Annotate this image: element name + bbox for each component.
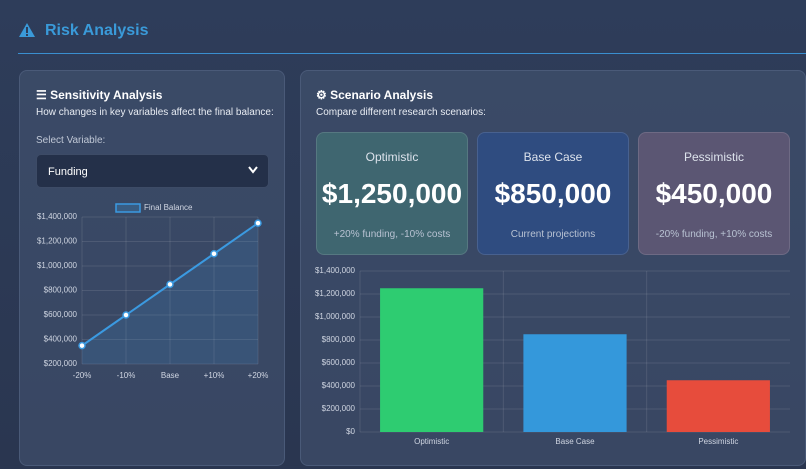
card-note: -20% funding, +10% costs	[655, 229, 773, 240]
bar	[380, 288, 484, 432]
select-label: Select Variable:	[36, 135, 106, 146]
y-tick-label: $1,000,000	[315, 312, 356, 321]
scenario-card: Optimistic $1,250,000 +20% funding, -10% c…	[316, 132, 468, 255]
y-tick-label: $1,400,000	[37, 212, 78, 221]
sensitivity-chart: $200,000 $400,000 $600,000 $800,000 $1,000,0…	[37, 203, 269, 380]
y-tick-label: $1,400,000	[315, 266, 356, 275]
x-tick-label: Base Case	[555, 437, 595, 446]
point	[78, 341, 86, 350]
x-tick-label: Base	[161, 371, 180, 380]
y-tick-label: $200,000	[44, 359, 78, 368]
y-tick-label: $600,000	[322, 358, 356, 367]
warning-icon	[19, 23, 35, 37]
point	[210, 250, 218, 258]
card-title: Pessimistic	[683, 150, 744, 164]
card-title: Optimistic	[365, 150, 419, 164]
point	[166, 280, 174, 289]
point	[254, 219, 262, 227]
card-note: +20% funding, -10% costs	[333, 229, 451, 240]
card-value: $850,000	[494, 178, 612, 209]
y-tick-label: $400,000	[322, 381, 356, 390]
panel-subtitle: How changes in key variables affect the …	[36, 107, 274, 118]
card-value: $1,250,000	[321, 178, 463, 209]
bar	[666, 380, 770, 432]
y-tick-label: $600,000	[44, 310, 78, 319]
y-tick-label: $200,000	[322, 404, 356, 413]
panel-title: ☰ Sensitivity Analysis	[36, 88, 163, 102]
card-title: Base Case	[523, 150, 583, 164]
legend-swatch	[115, 203, 141, 213]
sensitivity-panel	[19, 70, 285, 466]
card-value: $450,000	[655, 178, 773, 209]
card-note: Current projections	[510, 229, 596, 240]
divider	[18, 53, 806, 54]
panel-subtitle: Compare different research scenarios:	[316, 107, 486, 118]
scenario-chart: $0 $200,000 $400,000 $600,000 $800,000 $1,000…	[315, 266, 790, 446]
y-tick-label: $1,200,000	[315, 289, 356, 298]
panel-title: ⚙ Scenario Analysis	[316, 88, 434, 102]
x-tick-label: Optimistic	[414, 437, 449, 446]
x-tick-label: -20%	[73, 371, 92, 380]
bar	[523, 334, 627, 432]
y-tick-label: $800,000	[44, 286, 78, 295]
y-tick-label: $0	[346, 427, 355, 436]
panel-title-text: Scenario Analysis	[330, 88, 434, 102]
page-title: Risk Analysis	[45, 22, 149, 39]
legend-label: Final Balance	[144, 203, 193, 212]
scenario-card: Base Case $850,000 Current projections	[477, 132, 629, 255]
y-tick-label: $400,000	[44, 335, 78, 344]
scenario-card: Pessimistic $450,000 -20% funding, +10% co…	[638, 132, 790, 255]
area	[82, 223, 258, 364]
y-tick-label: $1,200,000	[37, 237, 78, 246]
x-tick-label: +20%	[248, 371, 269, 380]
x-tick-label: +10%	[204, 371, 225, 380]
point	[122, 311, 130, 319]
x-tick-label: -10%	[117, 371, 136, 380]
variable-select[interactable]: Funding	[36, 154, 269, 188]
panel-title-text: Sensitivity Analysis	[50, 88, 163, 102]
select-value: Funding	[48, 166, 88, 178]
y-tick-label: $800,000	[322, 335, 356, 344]
chevron	[248, 166, 258, 174]
x-tick-label: Pessimistic	[698, 437, 738, 446]
y-tick-label: $1,000,000	[37, 261, 78, 270]
